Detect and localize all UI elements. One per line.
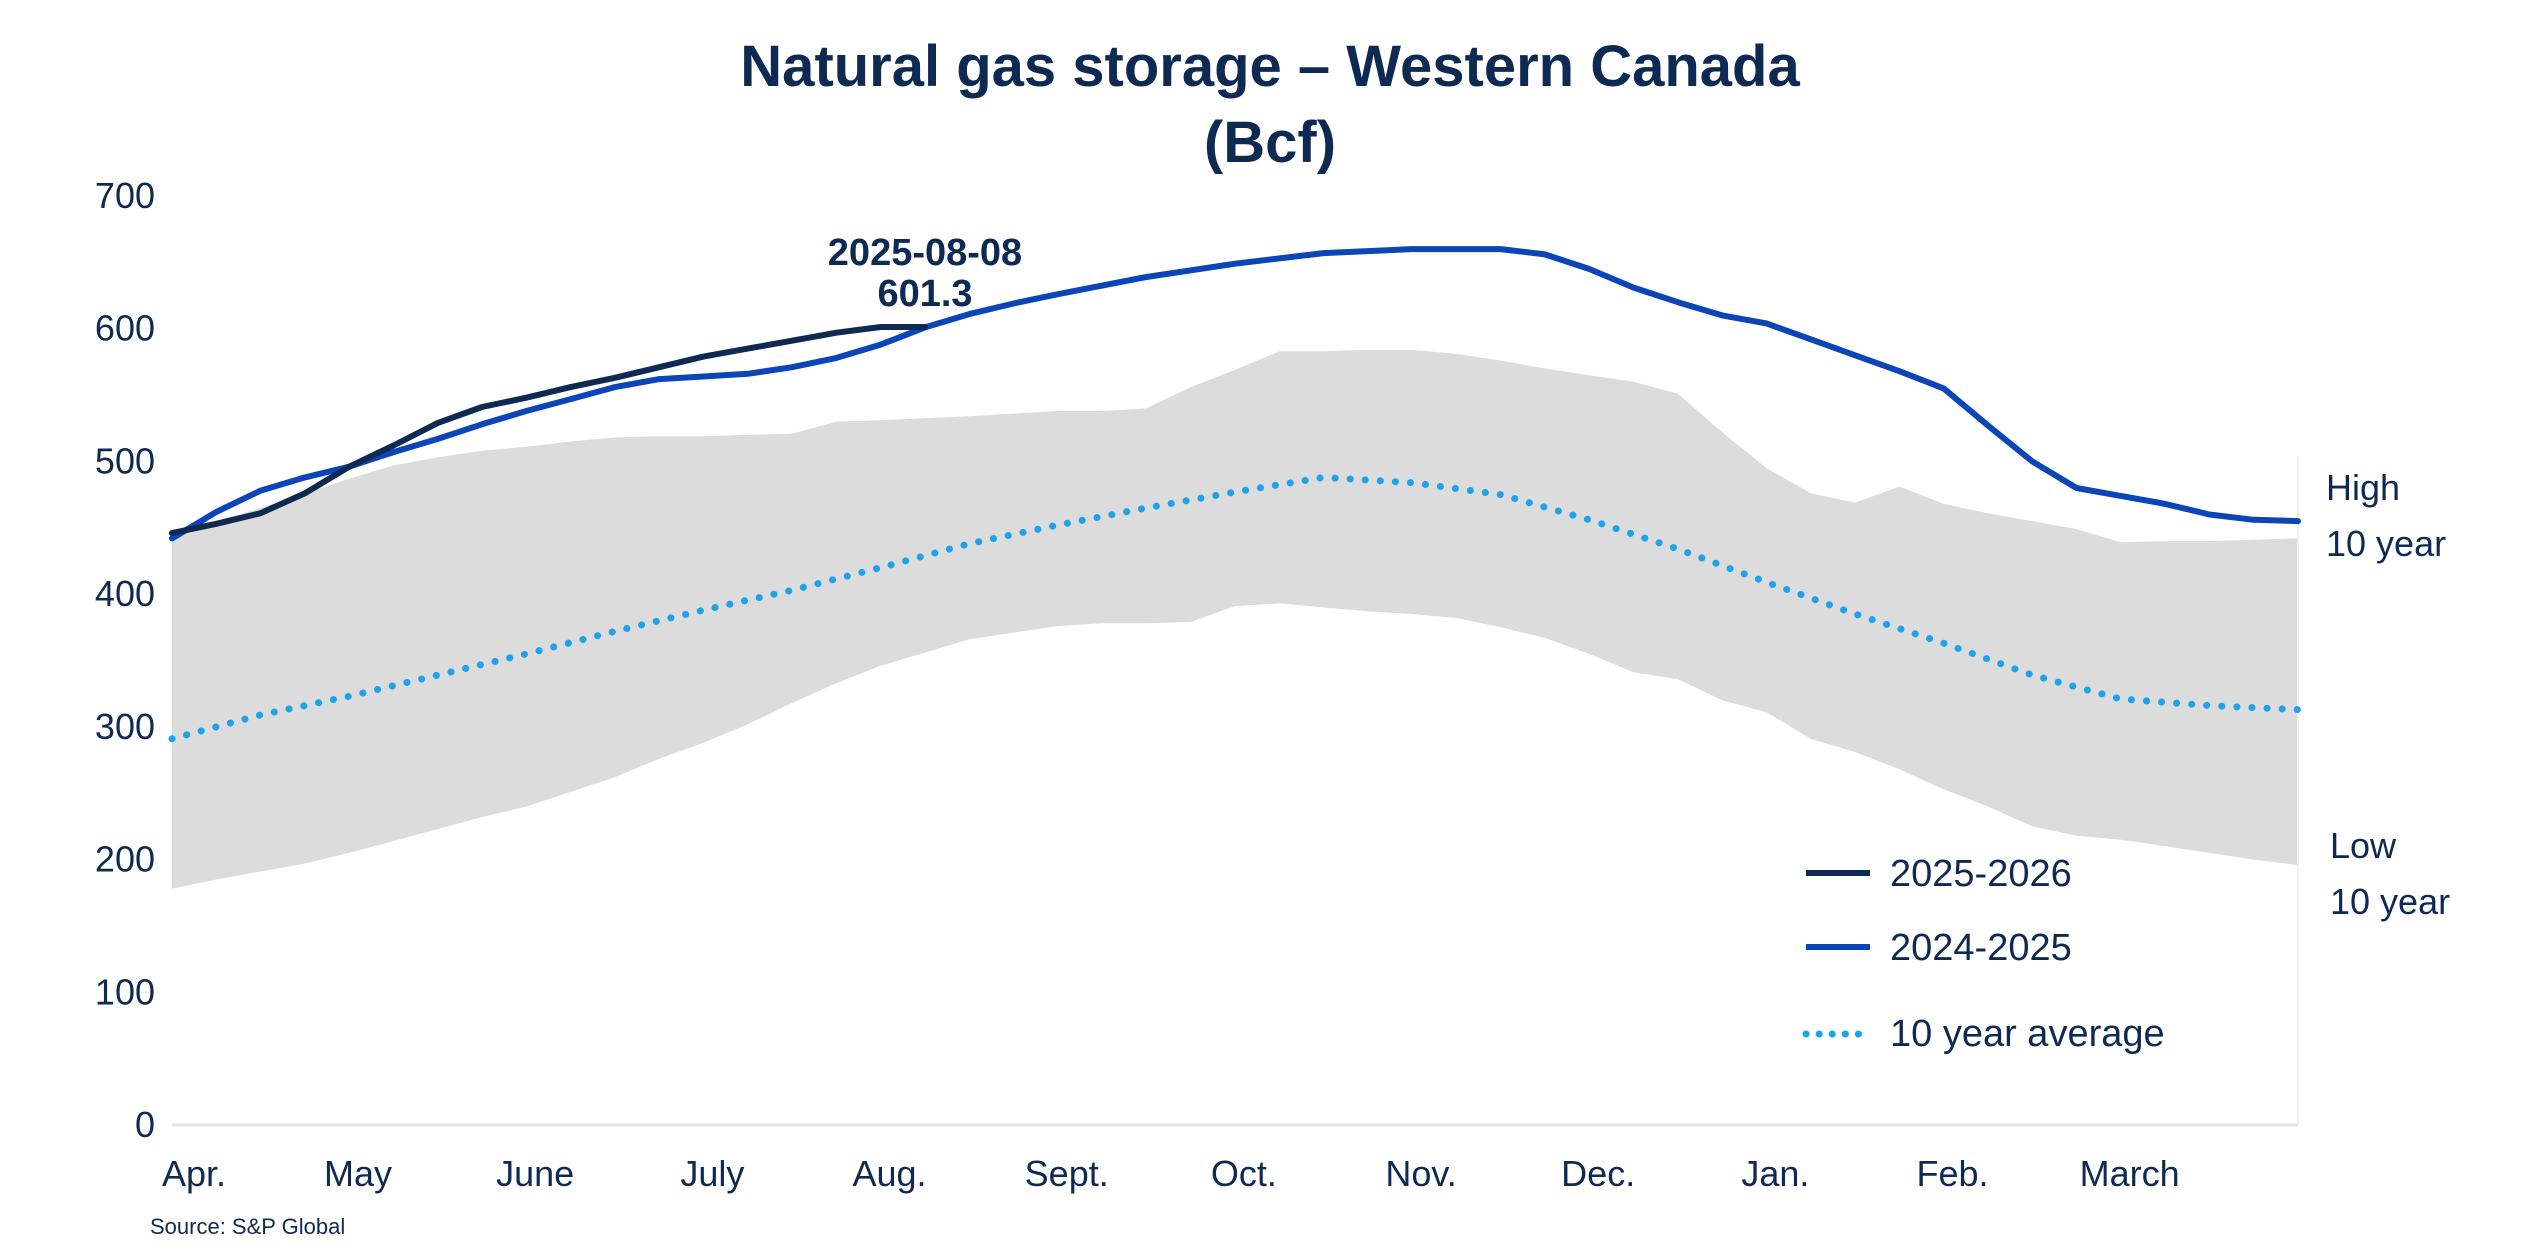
- band-layer: [172, 349, 2298, 889]
- y-tick-label: 600: [95, 308, 155, 349]
- legend-label-2025-2026: 2025-2026: [1890, 853, 2072, 895]
- chart-subtitle: (Bcf): [1204, 110, 1336, 175]
- x-tick-label: Aug.: [852, 1153, 926, 1194]
- y-tick-label: 300: [95, 706, 155, 747]
- y-tick-label: 200: [95, 839, 155, 880]
- x-tick-label: March: [2080, 1153, 2180, 1194]
- x-tick-label: Apr.: [162, 1153, 226, 1194]
- series-line-2024-2025: [169, 246, 2301, 542]
- x-tick-label: May: [324, 1153, 392, 1194]
- series-line-2025-2026: [169, 324, 928, 537]
- x-tick-label: Jan.: [1741, 1153, 1809, 1194]
- series-layer: [168, 246, 2302, 743]
- band-10-year-range: [172, 349, 2298, 889]
- side-labels: High 10 year Low 10 year: [2326, 467, 2450, 922]
- legend-label-2024-2025: 2024-2025: [1890, 927, 2072, 969]
- y-tick-label: 400: [95, 573, 155, 614]
- annotation-date: 2025-08-08: [828, 232, 1022, 274]
- annotation-group: 2025-08-08 601.3: [828, 232, 1022, 315]
- annotation-value: 601.3: [877, 273, 972, 315]
- low-label-line2: 10 year: [2330, 881, 2450, 922]
- x-tick-label: July: [680, 1153, 744, 1194]
- high-label-line1: High: [2326, 467, 2400, 508]
- y-tick-label: 0: [135, 1104, 155, 1145]
- y-tick-label: 100: [95, 971, 155, 1012]
- x-tick-label: Feb.: [1917, 1153, 1989, 1194]
- axis-layer: 0 100 200 300 400 500 600 700 Apr. May June July Aug…: [95, 175, 2299, 1194]
- y-tick-label: 500: [95, 440, 155, 481]
- x-tick-label: Sept.: [1025, 1153, 1109, 1194]
- y-tick-label: 700: [95, 175, 155, 216]
- legend-label-10-year-average: 10 year average: [1890, 1013, 2165, 1055]
- source-note: Source: S&P Global: [150, 1214, 345, 1239]
- x-tick-label: Dec.: [1561, 1153, 1635, 1194]
- chart-title: Natural gas storage – Western Canada: [740, 34, 1800, 99]
- legend: 2025-2026 2024-2025 10 year average: [1802, 853, 2165, 1055]
- series-line-10-year-average: [168, 473, 2302, 743]
- x-tick-label: June: [496, 1153, 574, 1194]
- high-label-line2: 10 year: [2326, 523, 2446, 564]
- title-group: Natural gas storage – Western Canada (Bc…: [740, 34, 1800, 175]
- x-tick-label: Oct.: [1211, 1153, 1277, 1194]
- low-label-line1: Low: [2330, 825, 2397, 866]
- x-tick-label: Nov.: [1385, 1153, 1456, 1194]
